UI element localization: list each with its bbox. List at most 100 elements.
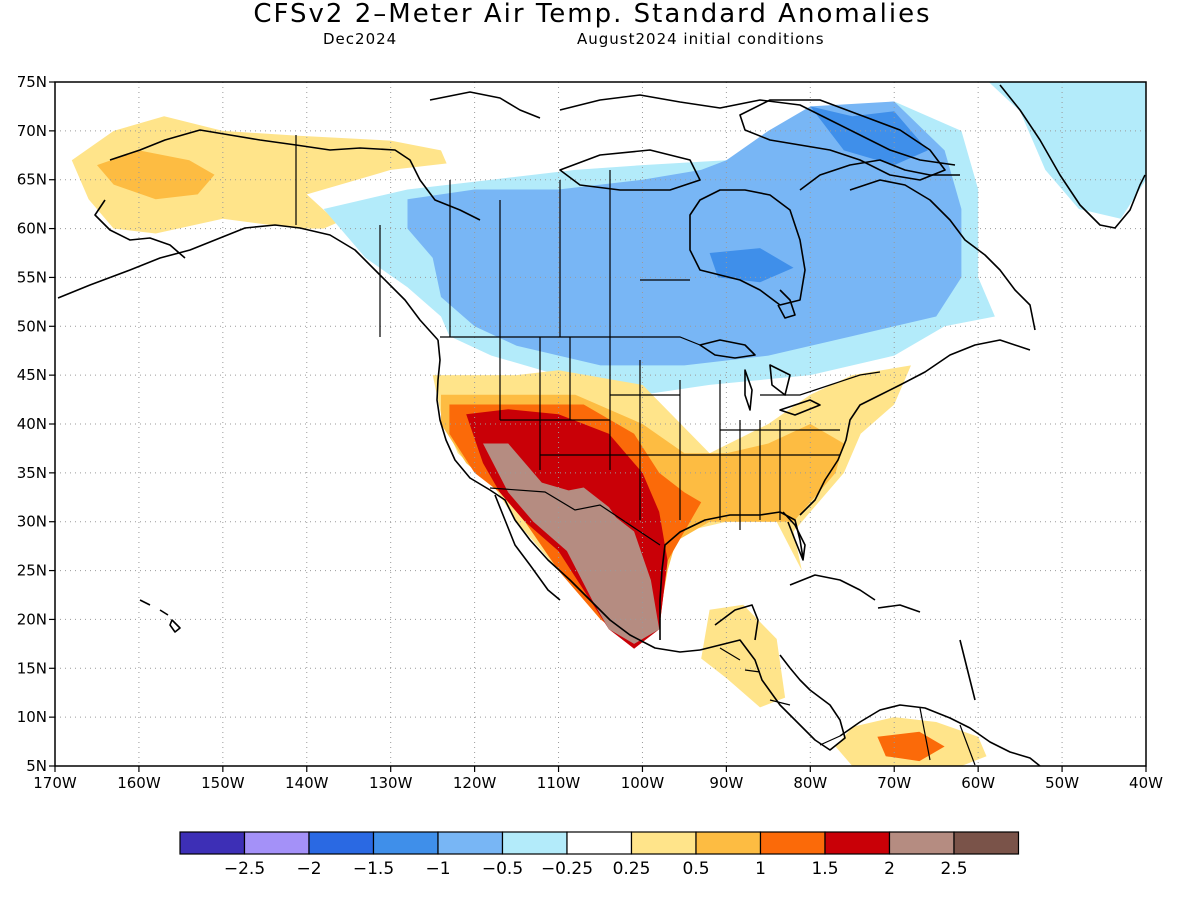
colorbar-label: 1.5 bbox=[811, 859, 838, 879]
central-america-borders bbox=[719, 647, 976, 766]
axis-ticks: 5N 10N 15N 20N 25N 30N 35N 40N 45N 50N 55N 60N 65N 70… bbox=[17, 73, 1163, 792]
colorbar-swatch bbox=[566, 831, 633, 855]
lon-tick-label: 120W bbox=[453, 774, 497, 792]
lon-tick-label: 110W bbox=[537, 774, 581, 792]
baja bbox=[494, 494, 561, 601]
cuba bbox=[789, 574, 876, 601]
colorbar-swatch bbox=[953, 831, 1020, 855]
lon-tick-label: 60W bbox=[961, 774, 995, 792]
lat-tick-label: 30N bbox=[17, 513, 47, 531]
alaska-coast bbox=[109, 129, 481, 221]
anomaly-region-1 bbox=[97, 150, 215, 200]
lat-tick-label: 15N bbox=[17, 659, 47, 677]
lat-tick-label: 55N bbox=[17, 268, 47, 286]
lon-tick-label: 80W bbox=[793, 774, 827, 792]
us-east-coast bbox=[799, 339, 1031, 516]
canada-province-lines bbox=[379, 170, 690, 337]
colorbar-swatch bbox=[372, 831, 439, 855]
initial-conditions: August2024 initial conditions bbox=[577, 30, 825, 48]
alaska-south-coast bbox=[57, 224, 439, 341]
arctic-islands-2 bbox=[559, 94, 956, 166]
lon-tick-label: 100W bbox=[621, 774, 665, 792]
colorbar-label: −0.25 bbox=[541, 859, 593, 879]
lat-tick-label: 40N bbox=[17, 415, 47, 433]
lat-tick-label: 20N bbox=[17, 610, 47, 628]
anomaly-region-16 bbox=[877, 731, 945, 762]
james-bay bbox=[777, 289, 796, 319]
coastlines bbox=[57, 84, 1146, 766]
hispaniola bbox=[877, 604, 921, 613]
lake-superior bbox=[699, 339, 756, 359]
arctic-islands-1 bbox=[429, 91, 541, 119]
anomaly-region-12 bbox=[483, 443, 660, 644]
lat-lon-grid bbox=[55, 82, 1146, 766]
colorbar-swatch bbox=[179, 831, 246, 855]
florida bbox=[782, 511, 806, 561]
hawaii bbox=[139, 599, 181, 633]
south-america-coast bbox=[839, 704, 1041, 766]
bering-coast bbox=[94, 199, 186, 259]
anomaly-region-4 bbox=[407, 101, 962, 366]
gulf-coast bbox=[659, 511, 804, 640]
us-mexico-border bbox=[489, 487, 661, 546]
lat-tick-label: 45N bbox=[17, 366, 47, 384]
colorbar-swatch bbox=[695, 831, 762, 855]
political-borders bbox=[295, 135, 976, 766]
lat-tick-label: 70N bbox=[17, 122, 47, 140]
colorbar-swatch bbox=[630, 831, 697, 855]
lon-tick-label: 160W bbox=[117, 774, 161, 792]
colorbar-swatch bbox=[501, 831, 568, 855]
colorbar-swatch bbox=[759, 831, 826, 855]
labrador-coast bbox=[849, 179, 1036, 331]
lon-tick-label: 150W bbox=[201, 774, 245, 792]
colorbar-swatch bbox=[243, 831, 310, 855]
lon-tick-label: 130W bbox=[369, 774, 413, 792]
lat-tick-label: 65N bbox=[17, 171, 47, 189]
colorbar-label: −2 bbox=[296, 859, 321, 879]
colorbar-swatch bbox=[824, 831, 891, 855]
lake-erie bbox=[779, 399, 821, 416]
yucatan bbox=[714, 604, 759, 641]
lat-tick-label: 10N bbox=[17, 708, 47, 726]
colorbar-swatch bbox=[888, 831, 955, 855]
lon-tick-label: 90W bbox=[709, 774, 743, 792]
colorbar-swatch bbox=[308, 831, 375, 855]
lon-tick-label: 40W bbox=[1129, 774, 1163, 792]
lat-tick-label: 75N bbox=[17, 73, 47, 91]
lat-tick-label: 35N bbox=[17, 464, 47, 482]
colorbar-label: 2 bbox=[884, 859, 895, 879]
lon-tick-label: 170W bbox=[33, 774, 77, 792]
lon-tick-label: 70W bbox=[877, 774, 911, 792]
lon-tick-label: 50W bbox=[1045, 774, 1079, 792]
colorbar-swatch bbox=[437, 831, 504, 855]
lesser-antilles bbox=[959, 639, 976, 701]
colorbar: −2.5 −2 −1.5 −1 −0.5 −0.25 0.25 0.5 1 1.5 2 2.5 bbox=[179, 831, 1020, 879]
colorbar-label: −2.5 bbox=[224, 859, 265, 879]
anomaly-region-14 bbox=[701, 604, 786, 708]
anomaly-region-13 bbox=[558, 487, 626, 551]
colorbar-label: −0.5 bbox=[482, 859, 523, 879]
baffin-island bbox=[739, 99, 946, 181]
valid-month: Dec2024 bbox=[323, 30, 398, 48]
colorbar-label: −1 bbox=[425, 859, 450, 879]
us-canada-border bbox=[440, 336, 881, 396]
anomaly-region-7 bbox=[988, 82, 1146, 219]
colorbar-label: −1.5 bbox=[353, 859, 394, 879]
anomaly-region-5 bbox=[810, 106, 928, 166]
colorbar-label: 2.5 bbox=[940, 859, 967, 879]
hudson-strait bbox=[799, 159, 960, 191]
state-lines bbox=[499, 337, 840, 530]
hudson-bay bbox=[689, 189, 806, 306]
central-america bbox=[699, 639, 846, 751]
lat-tick-label: 50N bbox=[17, 317, 47, 335]
colorbar-label: 1 bbox=[755, 859, 766, 879]
victoria-island bbox=[559, 149, 701, 191]
anomaly-fill-layer bbox=[71, 82, 1146, 766]
lat-tick-label: 25N bbox=[17, 562, 47, 580]
lake-michigan bbox=[744, 369, 753, 411]
lat-tick-label: 60N bbox=[17, 220, 47, 238]
lon-tick-label: 140W bbox=[285, 774, 329, 792]
colorbar-label: 0.5 bbox=[682, 859, 709, 879]
map-title: CFSv2 2–Meter Air Temp. Standard Anomali… bbox=[253, 0, 932, 29]
